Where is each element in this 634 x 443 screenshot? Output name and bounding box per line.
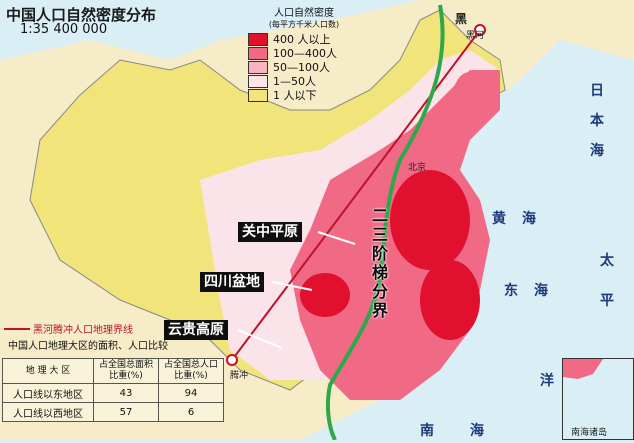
callout-guanzhong: 关中平原	[238, 222, 302, 242]
sea-label: 本	[590, 113, 604, 129]
inset-label: 南海诸岛	[571, 428, 608, 438]
sea-label: 海	[590, 143, 604, 159]
sea-label: 海	[470, 423, 484, 439]
sea-label: 南	[420, 423, 434, 439]
tengchong-marker	[226, 354, 238, 366]
step-boundary-line	[325, 4, 445, 440]
step-boundary-label: 二三 阶梯 分界	[371, 206, 388, 320]
table-title: 中国人口地理大区的面积、人口比较	[8, 341, 168, 352]
legend-item: 1—50人	[248, 74, 360, 88]
city-heihe: 黑河	[466, 31, 485, 41]
callout-sichuan: 四川盆地	[200, 272, 264, 292]
map-scale: 1:35 400 000	[20, 22, 108, 37]
guanzhong-arrow	[317, 231, 356, 245]
heihe-tengchong-line	[231, 29, 481, 361]
line-legend: 黑河腾冲人口地理界线	[4, 321, 133, 336]
city-heihe-short: 黑	[455, 12, 468, 26]
map-title: 中国人口自然密度分布	[6, 6, 157, 24]
table-row: 人口线以西地区 57 6	[2, 402, 224, 422]
legend-item: 1 人以下	[248, 88, 360, 102]
sea-label: 日	[590, 83, 604, 99]
region-stat-table: 地 理 大 区 占全国总面积比重(%) 占全国总人口比重(%) 人口线以东地区 …	[2, 358, 224, 422]
sea-label: 黄	[492, 211, 506, 227]
heihe-marker	[474, 24, 486, 36]
sea-label: 平	[600, 293, 614, 309]
dense-north-china	[390, 170, 470, 270]
sea-label: 海	[522, 211, 536, 227]
yungui-arrow	[237, 329, 283, 349]
dense-yangtze	[420, 260, 480, 340]
city-tengchong: 腾冲	[230, 371, 249, 381]
dense-sichuan	[300, 273, 350, 317]
table-row: 人口线以东地区 43 94	[2, 383, 224, 403]
sea-label: 洋	[540, 373, 554, 389]
legend-item: 50—100人	[248, 60, 360, 74]
sea-label: 东	[504, 283, 518, 299]
legend-title: 人口自然密度	[274, 8, 334, 19]
sea-label: 太	[600, 253, 614, 269]
sichuan-arrow	[271, 281, 313, 291]
table-header-row: 地 理 大 区 占全国总面积比重(%) 占全国总人口比重(%)	[2, 358, 224, 384]
legend-item: 400 人以上	[248, 32, 360, 46]
density-legend: 人口自然密度 (每平方千米人口数) 400 人以上 100—400人 50—10…	[248, 8, 360, 102]
legend-unit: (每平方千米人口数)	[268, 20, 340, 29]
sea-label: 海	[534, 283, 548, 299]
city-beijing: 北京	[408, 163, 427, 173]
callout-yungui: 云贵高原	[164, 320, 228, 340]
south-china-sea-inset: 南海诸岛	[562, 358, 634, 440]
legend-item: 100—400人	[248, 46, 360, 60]
dense-northeast	[452, 72, 488, 128]
inset-map	[563, 359, 603, 379]
